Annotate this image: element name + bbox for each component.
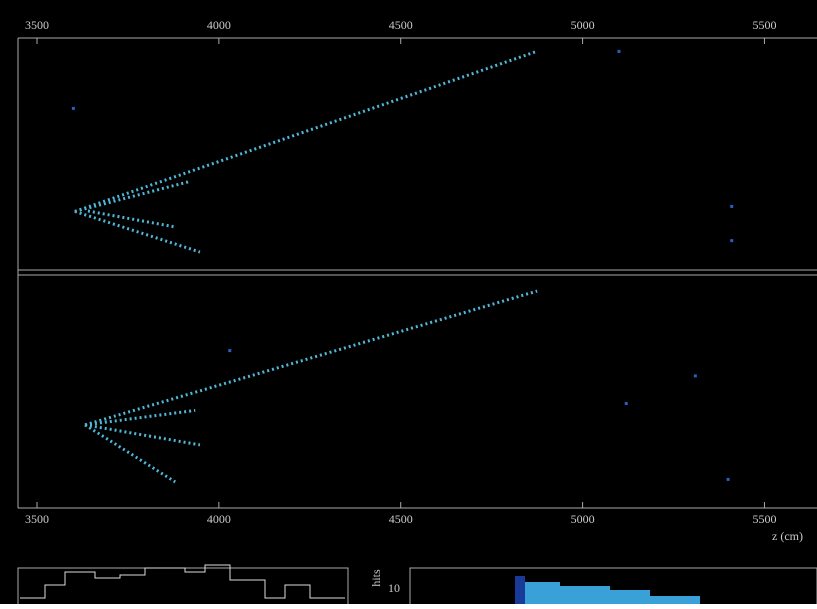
hit [730, 239, 733, 242]
hit [617, 50, 620, 53]
x-tick-label-bottom: 4000 [207, 512, 231, 526]
x-tick-label-top: 3500 [25, 18, 49, 32]
x-tick-label-bottom: 3500 [25, 512, 49, 526]
x-tick-label-top: 5000 [571, 18, 595, 32]
x-tick-label-bottom: 4500 [389, 512, 413, 526]
x-tick-label-top: 4000 [207, 18, 231, 32]
hit [228, 349, 231, 352]
hist-y-label: hits [369, 569, 383, 587]
x-tick-label-top: 5500 [752, 18, 776, 32]
hit [727, 478, 730, 481]
hist-bars [515, 576, 525, 604]
x-tick-label-top: 4500 [389, 18, 413, 32]
hit [625, 402, 628, 405]
hit [694, 374, 697, 377]
hit [730, 205, 733, 208]
x-axis-label: z (cm) [772, 529, 803, 543]
x-tick-label-bottom: 5500 [752, 512, 776, 526]
event-display: hits 10 3500 3500 4000 4000 4500 4500 5000 5000… [0, 0, 817, 604]
x-tick-label-bottom: 5000 [571, 512, 595, 526]
page: hits 10 3500 3500 4000 4000 4500 4500 5000 5000… [0, 0, 817, 609]
hit [72, 107, 75, 110]
hist-y-tick: 10 [388, 581, 400, 595]
